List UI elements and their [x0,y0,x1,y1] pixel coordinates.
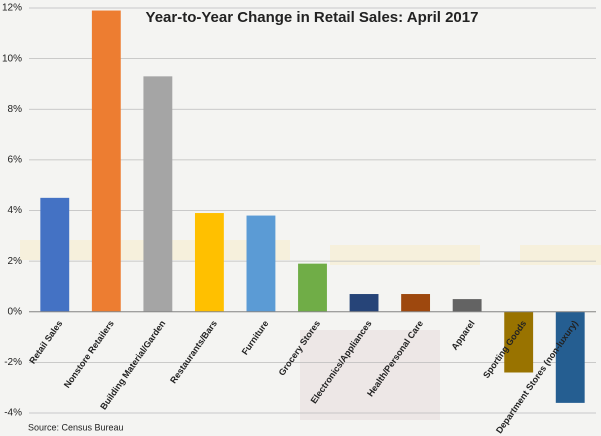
bar [504,311,534,373]
y-tick-label: 12% [2,3,22,14]
bar [194,213,224,312]
bar [246,215,276,312]
y-tick-label: -4% [4,408,22,419]
y-tick-label: 2% [8,256,23,267]
bar [40,197,70,312]
y-tick-label: 8% [8,104,23,115]
y-tick-label: 6% [8,155,23,166]
bar [91,10,121,312]
bar [555,311,585,403]
y-tick-label: 10% [2,53,22,64]
source-note: Source: Census Bureau [28,422,124,432]
bg-decoration [330,245,480,265]
y-tick-label: -2% [4,357,22,368]
bg-decoration [300,330,440,420]
y-tick-label: 0% [8,306,23,317]
bar [143,76,173,312]
y-tick-label: 4% [8,205,23,216]
chart-title: Year-to-Year Change in Retail Sales: Apr… [146,9,479,26]
bar [349,294,379,312]
bar [401,294,431,312]
bg-decoration [520,245,601,265]
bar [298,263,327,312]
bar [452,299,482,312]
